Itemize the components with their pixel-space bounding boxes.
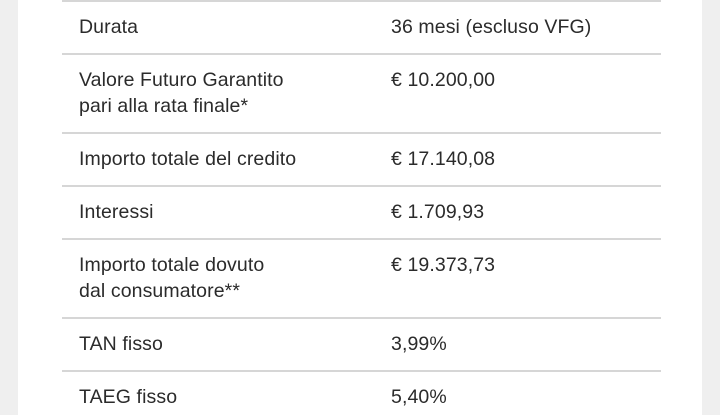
table-row: TAN fisso 3,99% [62, 317, 661, 370]
term-value: 36 mesi (escluso VFG) [391, 16, 592, 38]
content-card: Durata 36 mesi (escluso VFG) Valore Futu… [18, 0, 702, 415]
table-row: Importo totale dovuto dal consumatore** … [62, 238, 661, 317]
term-value: € 1.709,93 [391, 201, 485, 223]
table-row: Valore Futuro Garantito pari alla rata f… [62, 53, 661, 132]
term-label: Importo totale del credito [79, 148, 297, 170]
term-label: Interessi [79, 201, 154, 223]
table-row: Importo totale del credito € 17.140,08 [62, 132, 661, 185]
table-row: Durata 36 mesi (escluso VFG) [62, 0, 661, 53]
term-value: € 10.200,00 [391, 69, 496, 91]
term-label: Valore Futuro Garantito pari alla rata f… [79, 69, 284, 117]
term-value: € 17.140,08 [391, 148, 496, 170]
term-value: 5,40% [391, 386, 447, 408]
table-row: TAEG fisso 5,40% [62, 370, 661, 415]
term-label: Importo totale dovuto dal consumatore** [79, 254, 265, 302]
financial-terms-table: Durata 36 mesi (escluso VFG) Valore Futu… [62, 0, 661, 415]
term-label: TAEG fisso [79, 386, 178, 408]
table-row: Interessi € 1.709,93 [62, 185, 661, 238]
term-label: Durata [79, 16, 139, 38]
term-value: 3,99% [391, 333, 447, 355]
term-label: TAN fisso [79, 333, 163, 355]
term-value: € 19.373,73 [391, 254, 496, 276]
